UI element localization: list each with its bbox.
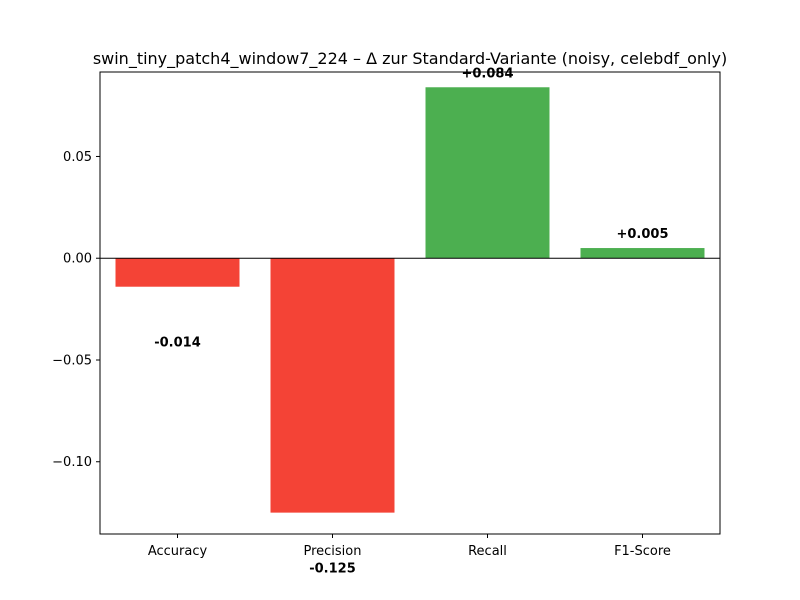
- x-tick-label: F1-Score: [614, 544, 671, 559]
- plot-area: −0.10 −0.05 0.00 0.05 Accuracy Precision Recal…: [52, 66, 721, 577]
- y-tick-label: 0.00: [63, 252, 92, 267]
- bar-precision: [270, 258, 395, 513]
- x-tick-label: Recall: [468, 544, 507, 559]
- x-tick-label: Precision: [303, 544, 361, 559]
- x-tick-label: Accuracy: [148, 544, 208, 559]
- chart-title: swin_tiny_patch4_window7_224 – Δ zur Sta…: [93, 49, 727, 69]
- data-label: -0.014: [154, 336, 201, 351]
- axes-frame: [99, 71, 721, 535]
- bar-accuracy: [115, 258, 240, 287]
- data-label: -0.125: [309, 562, 356, 577]
- bar-recall: [425, 87, 550, 259]
- data-label: +0.005: [616, 227, 668, 242]
- bar-f1-score: [580, 248, 705, 259]
- y-tick-label: −0.05: [52, 353, 92, 368]
- y-tick-label: 0.05: [63, 150, 92, 165]
- y-tick-label: −0.10: [52, 455, 92, 470]
- data-label: +0.084: [461, 66, 513, 81]
